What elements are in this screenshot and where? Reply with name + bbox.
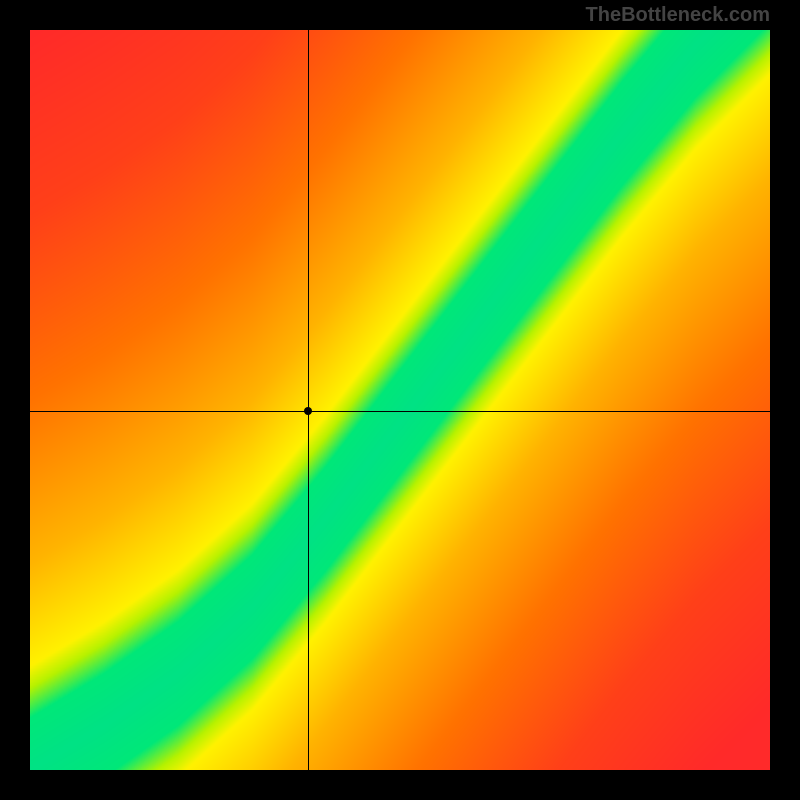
watermark-text: TheBottleneck.com (586, 4, 770, 27)
heatmap-plot (30, 30, 770, 770)
crosshair-point (304, 407, 312, 415)
crosshair-vertical (308, 30, 309, 770)
crosshair-horizontal (30, 411, 770, 412)
heatmap-canvas (30, 30, 770, 770)
